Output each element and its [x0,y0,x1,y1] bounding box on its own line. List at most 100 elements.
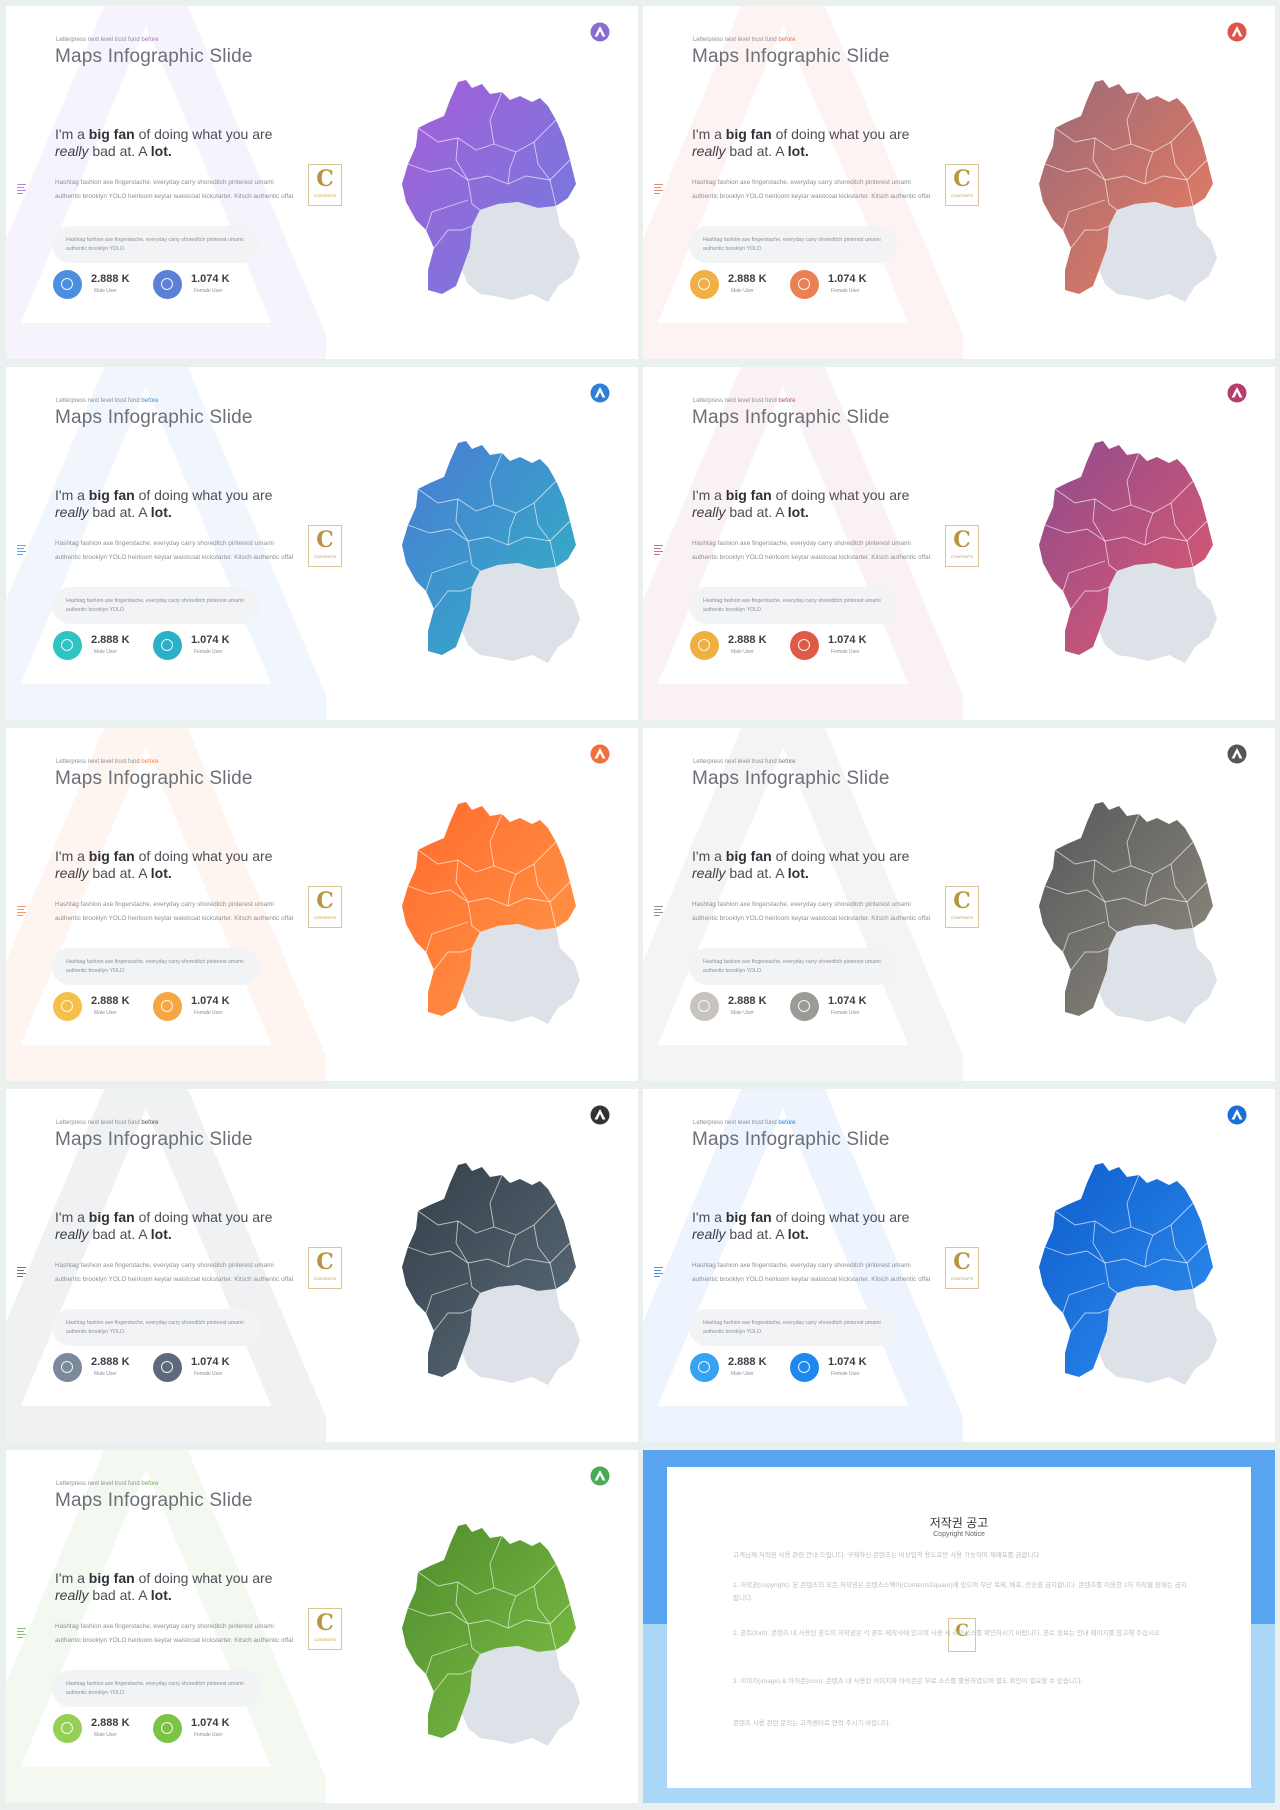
heading-text: bad at. A [88,1226,151,1242]
stat-value: 1.074 K [828,634,867,646]
text-lines-icon [17,1267,26,1277]
male-user-icon [53,1714,82,1743]
text-lines-icon [17,545,26,555]
brand-logo-icon [590,744,610,764]
heading-italic: really [692,865,726,881]
stat-label: Female User [831,1371,860,1377]
brand-logo-icon [590,1105,610,1125]
heading-bold: big fan [725,848,772,864]
stat-value: 2.888 K [91,273,130,285]
female-user-icon [153,270,182,299]
stat-label: Female User [194,288,223,294]
pill-text: Hashtag fashion axe fingerstache, everyd… [66,237,244,252]
stat-label: Female User [194,649,223,655]
germany-main-region [402,1163,576,1377]
stat-label: Male User [731,288,754,294]
slide-body-text: Hashtag fashion axe fingerstache, everyd… [692,1262,931,1283]
pill-text: Hashtag fashion axe fingerstache, everyd… [703,1320,881,1335]
germany-map [1039,80,1217,302]
male-user-icon [690,631,719,660]
kicker-highlight: before [778,759,796,765]
heading-bold: big fan [725,1209,772,1225]
heading-text: of doing what you are [771,848,910,864]
badge-letter: C [316,1610,334,1636]
heading-italic: really [55,1587,89,1603]
female-user-icon [790,631,819,660]
stat-female: 1.074 K Female User [790,270,880,304]
kicker-highlight: before [141,1120,159,1126]
heading-italic: really [692,504,726,520]
stat-male: 2.888 K Male User [53,992,143,1026]
quote-pill: Hashtag fashion axe fingerstache, everyd… [52,587,260,624]
stat-label: Male User [731,1010,754,1016]
heading-italic: really [692,1226,726,1242]
germany-map [402,1524,580,1746]
notice-paragraph: 1. 저작권(copyright): 본 콘텐츠의 모든 저작권은 콘텐츠스퀘어… [733,1582,1187,1602]
slide-green[interactable]: Letterpress next level trust fund before… [6,1450,638,1803]
kicker-text: Letterpress next level trust fund [693,398,779,404]
stat-male: 2.888 K Male User [690,631,780,665]
heading-text: bad at. A [725,1226,788,1242]
quote-pill: Hashtag fashion axe fingerstache, everyd… [689,587,897,624]
male-user-icon [53,270,82,299]
heading-text: I'm a [692,126,726,142]
stat-female: 1.074 K Female User [153,992,243,1026]
badge-text: CONTENTS [314,1276,336,1281]
slide-kicker: Letterpress next level trust fund before [56,759,158,765]
contents-badge: C CONTENTS [945,886,979,928]
female-user-icon [790,992,819,1021]
slide-kicker: Letterpress next level trust fund before [693,759,795,765]
slide-body-text: Hashtag fashion axe fingerstache, everyd… [55,1262,294,1283]
heading-text: bad at. A [725,504,788,520]
stat-value: 2.888 K [728,273,767,285]
heading-bold: lot. [150,1587,172,1603]
slide-berry[interactable]: Letterpress next level trust fund before… [643,367,1275,720]
brand-logo-icon [590,22,610,42]
kicker-text: Letterpress next level trust fund [56,1481,142,1487]
slide-slate[interactable]: Letterpress next level trust fund before… [6,1089,638,1442]
heading-bold: lot. [150,143,172,159]
germany-map [1039,802,1217,1024]
contents-badge: C CONTENTS [308,164,342,206]
stat-female: 1.074 K Female User [790,1353,880,1387]
stat-label: Male User [731,1371,754,1377]
heading-text: I'm a [692,848,726,864]
heading-bold: lot. [787,504,809,520]
slide-coral[interactable]: Letterpress next level trust fund before… [643,6,1275,359]
stat-value: 1.074 K [191,1717,230,1729]
bavaria-region [462,1285,580,1385]
copyright-notice-slide[interactable]: 저작권 공고 Copyright Notice 고객님께 저작권 사용 관련 안… [643,1450,1275,1803]
brand-logo-icon [1227,22,1247,42]
slide-grey[interactable]: Letterpress next level trust fund before… [643,728,1275,1081]
slide-orange[interactable]: Letterpress next level trust fund before… [6,728,638,1081]
pill-text: Hashtag fashion axe fingerstache, everyd… [66,959,244,974]
slide-teal-blue[interactable]: Letterpress next level trust fund before… [6,367,638,720]
slide-title: Maps Infographic Slide [55,46,253,67]
brand-logo-icon [1227,744,1247,764]
badge-letter: C [953,1249,971,1275]
badge-text: CONTENTS [314,193,336,198]
kicker-highlight: before [141,37,159,43]
badge-text: CONTENTS [951,915,973,920]
heading-text: I'm a [55,487,89,503]
heading-text: I'm a [55,1570,89,1586]
male-user-icon [53,992,82,1021]
female-user-icon [790,1353,819,1382]
slide-grid: Letterpress next level trust fund before… [6,6,1275,1804]
text-lines-icon [654,545,663,555]
slide-heading: I'm a big fan of doing what you are reall… [692,126,952,160]
heading-bold: lot. [787,865,809,881]
stat-label: Male User [731,649,754,655]
stat-value: 1.074 K [828,995,867,1007]
germany-map [402,441,580,663]
stat-label: Female User [831,288,860,294]
brand-logo-icon [590,1466,610,1486]
stat-label: Male User [94,1371,117,1377]
heading-text: bad at. A [88,1587,151,1603]
slide-blue[interactable]: Letterpress next level trust fund before… [643,1089,1275,1442]
contents-badge: C CONTENTS [308,886,342,928]
contents-badge: C CONTENTS [308,1247,342,1289]
female-user-icon [153,631,182,660]
germany-map [402,1163,580,1385]
slide-violet[interactable]: Letterpress next level trust fund before… [6,6,638,359]
